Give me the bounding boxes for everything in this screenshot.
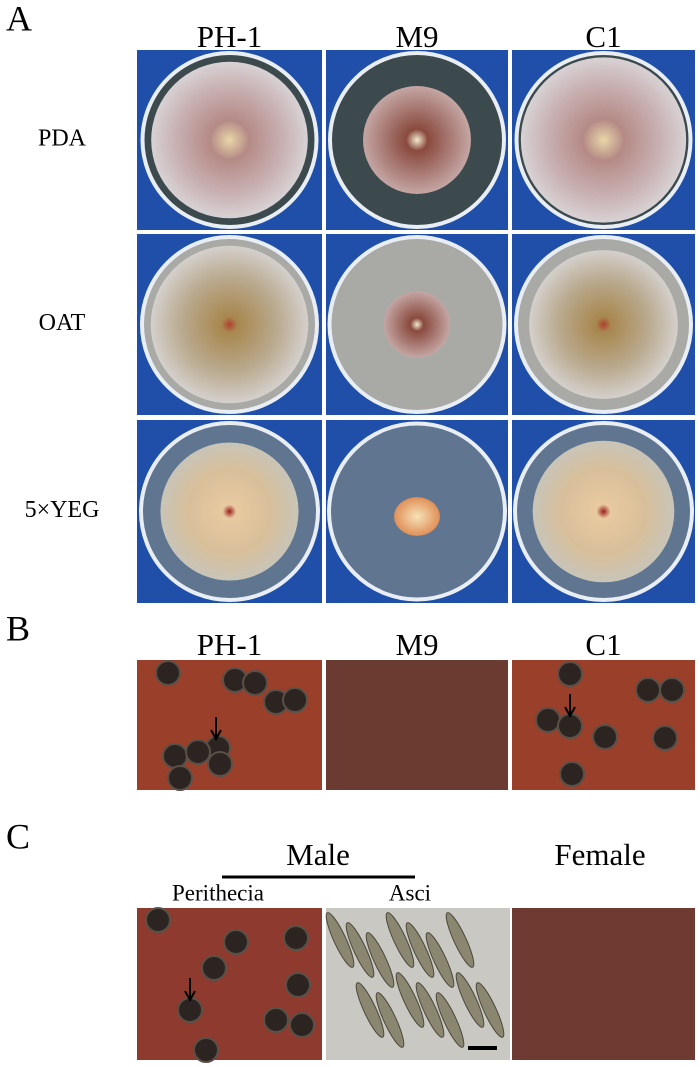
column-header: C1 xyxy=(585,19,621,54)
row-label: 5×YEG xyxy=(25,497,100,523)
ascus xyxy=(345,922,375,978)
colony xyxy=(363,86,471,194)
ascus xyxy=(325,912,355,968)
colony xyxy=(394,497,440,536)
ascus xyxy=(455,972,485,1028)
column-header: M9 xyxy=(395,19,438,54)
colony xyxy=(150,245,309,404)
perithecium xyxy=(167,765,193,791)
perithecium xyxy=(559,761,585,787)
arrow-head xyxy=(210,729,222,742)
ascus xyxy=(425,932,455,988)
row-label: PDA xyxy=(38,126,87,152)
perithecium xyxy=(263,1007,289,1033)
column-header: Perithecia xyxy=(172,880,264,905)
perithecium xyxy=(289,1012,315,1038)
column-header: Asci xyxy=(389,880,431,905)
column-header: M9 xyxy=(395,627,438,662)
column-header: PH-1 xyxy=(197,627,262,662)
colony xyxy=(520,57,687,223)
ascus xyxy=(395,972,425,1028)
column-header: C1 xyxy=(585,627,621,662)
group-header: Male xyxy=(286,837,350,872)
ascus xyxy=(365,932,395,988)
colony xyxy=(151,61,308,219)
perithecium xyxy=(283,925,309,951)
ascus xyxy=(445,912,475,968)
perithecium xyxy=(557,661,583,687)
perithecium xyxy=(145,907,171,933)
perithecium xyxy=(282,687,308,713)
colony xyxy=(532,440,675,583)
ascus xyxy=(375,992,405,1048)
photo xyxy=(512,908,695,1060)
arrow-head xyxy=(564,706,576,719)
perithecium xyxy=(162,743,188,769)
perithecium xyxy=(242,670,268,696)
colony xyxy=(160,442,299,581)
column-header: PH-1 xyxy=(197,19,262,54)
column-header: Female xyxy=(554,837,645,872)
perithecium xyxy=(223,929,249,955)
ascus xyxy=(435,992,465,1048)
ascus xyxy=(355,982,385,1038)
perithecium xyxy=(592,724,618,750)
perithecium xyxy=(535,707,561,733)
ascus xyxy=(475,982,505,1038)
ascus xyxy=(415,982,445,1038)
colony xyxy=(383,291,451,358)
perithecium xyxy=(207,751,233,777)
colony xyxy=(529,250,678,399)
perithecium xyxy=(635,677,661,703)
perithecium xyxy=(285,972,311,998)
ascus xyxy=(405,922,435,978)
perithecium xyxy=(652,725,678,751)
perithecium xyxy=(201,955,227,981)
row-label: OAT xyxy=(39,310,86,336)
panel-label: B xyxy=(6,608,30,648)
panel-label: A xyxy=(6,0,32,38)
perithecium xyxy=(185,739,211,765)
perithecium xyxy=(193,1037,219,1063)
panel-label: C xyxy=(6,816,30,856)
photo xyxy=(326,660,508,790)
perithecium xyxy=(659,677,685,703)
arrow-head xyxy=(184,990,196,1003)
ascus xyxy=(385,912,415,968)
perithecium xyxy=(155,660,181,686)
